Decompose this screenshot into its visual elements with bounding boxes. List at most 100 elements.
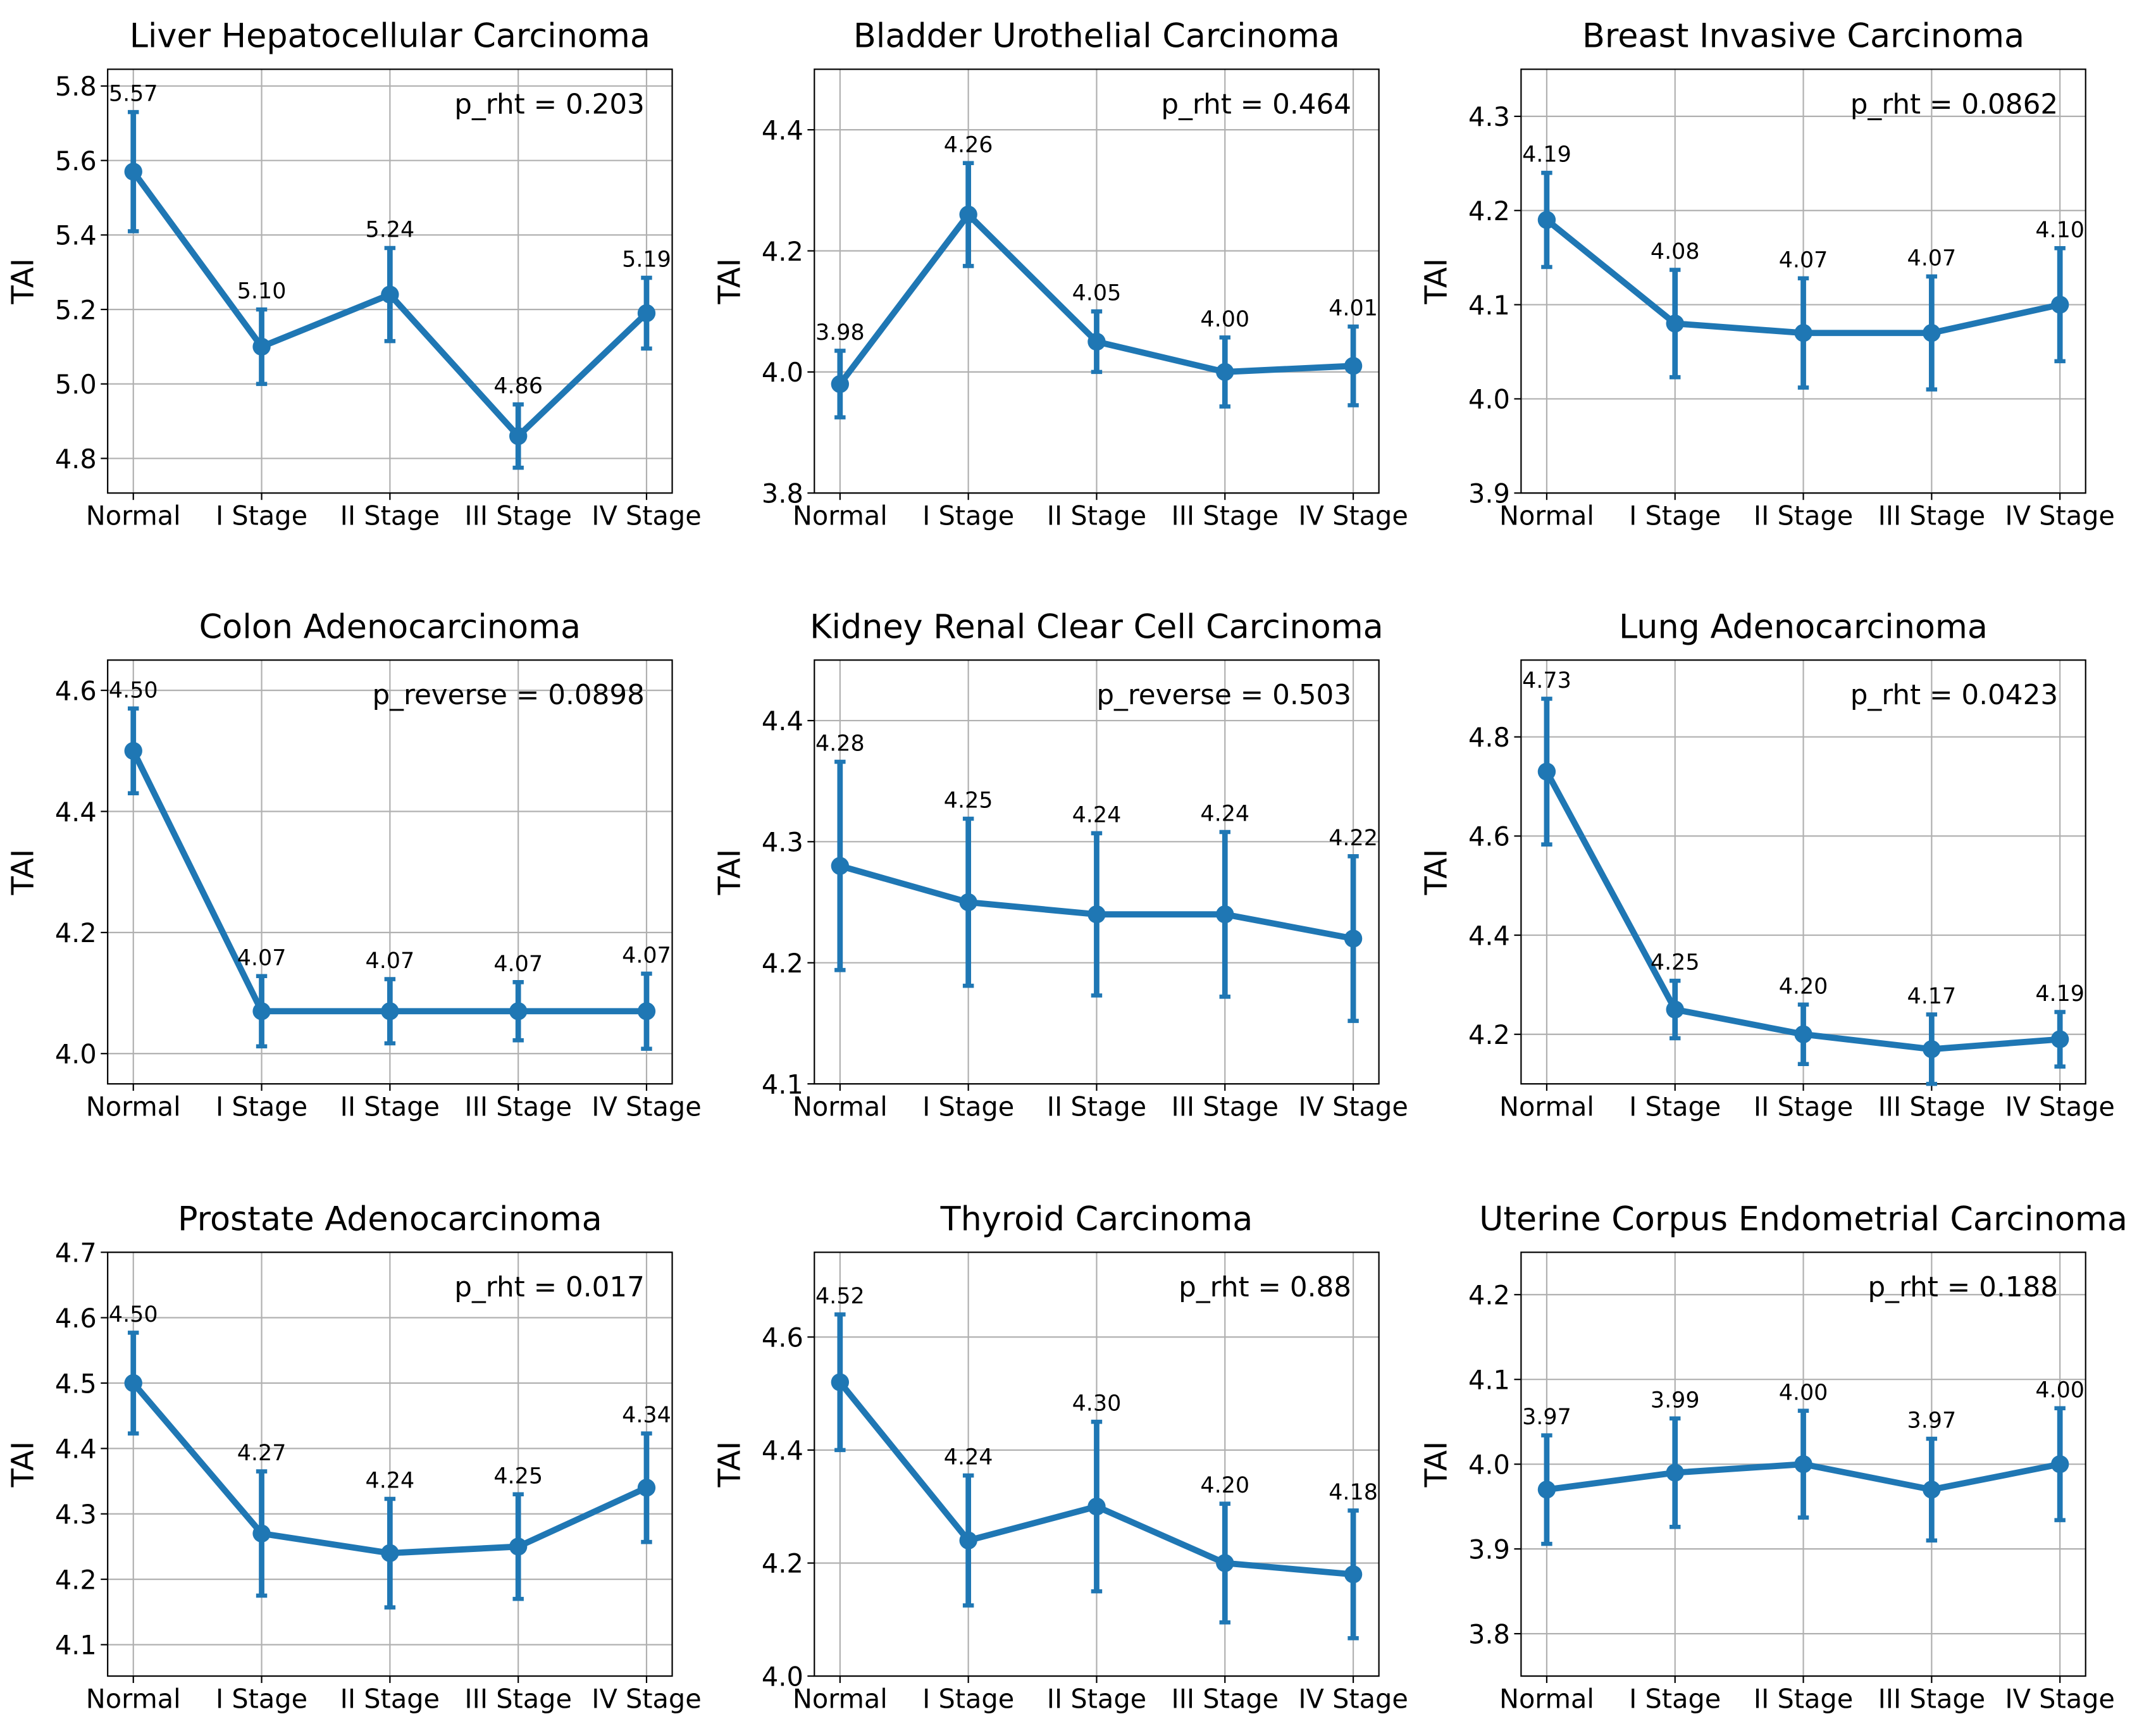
y-tick-label: 4.1 bbox=[1468, 1365, 1510, 1395]
value-label: 4.00 bbox=[1779, 1380, 1828, 1405]
x-tick-label: III Stage bbox=[464, 1091, 572, 1122]
x-tick-label: II Stage bbox=[1047, 500, 1146, 531]
value-label: 4.05 bbox=[1072, 281, 1122, 306]
y-tick-label: 4.0 bbox=[55, 1040, 97, 1070]
x-tick-label: III Stage bbox=[1878, 1091, 1986, 1122]
data-point bbox=[831, 857, 850, 875]
x-tick-label: IV Stage bbox=[1298, 500, 1408, 531]
value-label: 4.24 bbox=[366, 1468, 415, 1494]
chart-title: Thyroid Carcinoma bbox=[940, 1200, 1253, 1238]
x-tick-label: Normal bbox=[86, 1091, 181, 1122]
x-tick-label: II Stage bbox=[340, 1684, 440, 1714]
value-label: 3.99 bbox=[1651, 1388, 1700, 1413]
y-tick-label: 4.5 bbox=[55, 1369, 97, 1399]
y-tick-label: 3.8 bbox=[762, 479, 803, 509]
y-tick-label: 4.4 bbox=[762, 115, 803, 146]
y-tick-label: 4.2 bbox=[1468, 1281, 1510, 1311]
x-tick-label: I Stage bbox=[1629, 500, 1721, 531]
y-axis-label: TAI bbox=[5, 258, 40, 305]
value-label: 4.25 bbox=[944, 788, 993, 814]
y-tick-label: 4.1 bbox=[55, 1630, 97, 1661]
y-tick-label: 5.2 bbox=[55, 295, 97, 325]
y-tick-label: 3.9 bbox=[1468, 1534, 1510, 1565]
y-axis-label: TAI bbox=[5, 1441, 40, 1488]
value-label: 4.27 bbox=[237, 1441, 287, 1466]
value-label: 4.07 bbox=[1779, 247, 1828, 273]
value-label: 3.98 bbox=[815, 320, 865, 345]
chart-title: Kidney Renal Clear Cell Carcinoma bbox=[810, 607, 1384, 646]
x-tick-label: II Stage bbox=[1754, 500, 1853, 531]
data-point bbox=[124, 742, 142, 760]
data-point bbox=[381, 1002, 399, 1021]
x-tick-label: Normal bbox=[86, 500, 181, 531]
y-tick-label: 4.2 bbox=[1468, 1020, 1510, 1050]
value-label: 4.07 bbox=[493, 952, 543, 977]
y-tick-label: 4.2 bbox=[1468, 196, 1510, 227]
data-point bbox=[1344, 357, 1363, 375]
annotation: p_rht = 0.203 bbox=[454, 89, 645, 120]
y-tick-label: 4.3 bbox=[1468, 102, 1510, 132]
x-tick-label: IV Stage bbox=[1298, 1684, 1408, 1714]
value-label: 4.52 bbox=[815, 1284, 865, 1309]
data-point bbox=[1923, 324, 1941, 342]
x-tick-label: IV Stage bbox=[1298, 1091, 1408, 1122]
annotation: p_reverse = 0.0898 bbox=[372, 680, 644, 711]
value-label: 4.20 bbox=[1200, 1473, 1249, 1498]
x-tick-label: IV Stage bbox=[2005, 1684, 2114, 1714]
value-label: 4.10 bbox=[2035, 218, 2085, 243]
annotation: p_reverse = 0.503 bbox=[1096, 680, 1351, 711]
x-tick-label: II Stage bbox=[1754, 1684, 1853, 1714]
value-label: 4.19 bbox=[2035, 981, 2085, 1007]
y-tick-label: 4.8 bbox=[55, 444, 97, 475]
y-tick-label: 4.2 bbox=[55, 918, 97, 948]
annotation: p_rht = 0.0862 bbox=[1850, 89, 2058, 120]
x-tick-label: Normal bbox=[793, 1091, 888, 1122]
value-label: 4.30 bbox=[1072, 1391, 1122, 1417]
x-tick-label: Normal bbox=[793, 500, 888, 531]
data-point bbox=[1087, 332, 1106, 351]
data-point bbox=[381, 285, 399, 304]
x-tick-label: Normal bbox=[86, 1684, 181, 1714]
data-point bbox=[1216, 363, 1234, 382]
y-tick-label: 4.4 bbox=[762, 1436, 803, 1466]
y-tick-label: 5.8 bbox=[55, 71, 97, 102]
value-label: 4.07 bbox=[237, 945, 287, 971]
x-tick-label: I Stage bbox=[216, 500, 307, 531]
y-tick-label: 3.9 bbox=[1468, 479, 1510, 509]
y-tick-label: 4.4 bbox=[1468, 921, 1510, 951]
data-point bbox=[1537, 211, 1556, 229]
y-tick-label: 4.2 bbox=[762, 1549, 803, 1579]
value-label: 4.00 bbox=[1200, 307, 1249, 332]
x-tick-label: I Stage bbox=[922, 500, 1014, 531]
x-tick-label: I Stage bbox=[922, 1684, 1014, 1714]
value-label: 4.25 bbox=[493, 1463, 543, 1489]
chart-title: Colon Adenocarcinoma bbox=[199, 607, 581, 646]
value-label: 4.00 bbox=[2035, 1377, 2085, 1403]
data-point bbox=[2050, 295, 2069, 314]
y-axis-label: TAI bbox=[712, 258, 747, 305]
value-label: 4.22 bbox=[1329, 826, 1378, 851]
y-axis-label: TAI bbox=[1419, 849, 1454, 896]
data-point bbox=[637, 1479, 656, 1497]
x-tick-label: IV Stage bbox=[592, 500, 701, 531]
y-tick-label: 5.6 bbox=[55, 146, 97, 177]
data-point bbox=[1923, 1040, 1941, 1059]
value-label: 4.19 bbox=[1522, 142, 1571, 168]
value-label: 4.08 bbox=[1651, 239, 1700, 264]
chart-title: Lung Adenocarcinoma bbox=[1619, 607, 1988, 646]
y-tick-label: 4.0 bbox=[762, 357, 803, 388]
data-point bbox=[831, 1373, 850, 1391]
y-tick-label: 4.2 bbox=[55, 1565, 97, 1595]
data-point bbox=[509, 1537, 528, 1556]
value-label: 4.20 bbox=[1779, 974, 1828, 999]
y-tick-label: 5.4 bbox=[55, 221, 97, 251]
value-label: 4.28 bbox=[815, 731, 865, 757]
data-point bbox=[252, 1002, 271, 1021]
x-tick-label: I Stage bbox=[216, 1684, 307, 1714]
data-point bbox=[124, 1374, 142, 1393]
value-label: 4.25 bbox=[1651, 950, 1700, 976]
x-tick-label: Normal bbox=[793, 1684, 888, 1714]
value-label: 5.24 bbox=[366, 218, 415, 243]
value-label: 4.18 bbox=[1329, 1480, 1378, 1505]
y-tick-label: 4.1 bbox=[1468, 290, 1510, 321]
